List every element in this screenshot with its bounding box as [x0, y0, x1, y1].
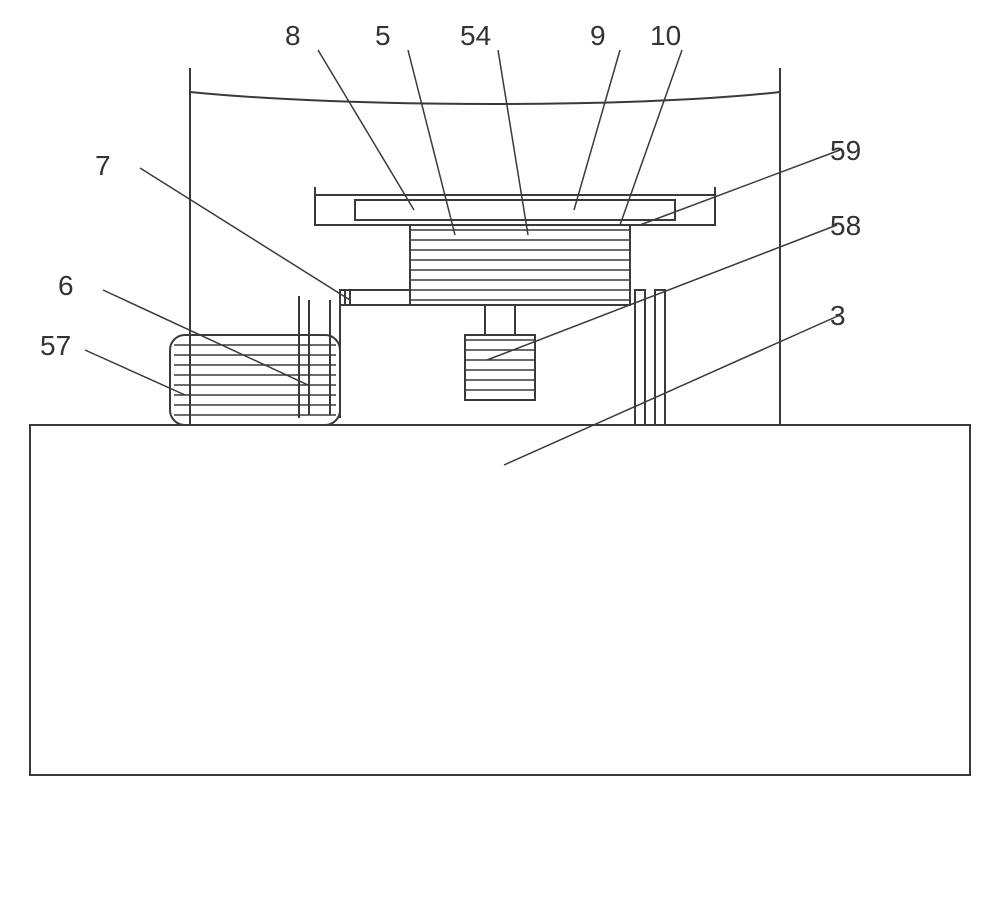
callout-label-9: 9	[590, 20, 606, 52]
callout-label-57: 57	[40, 330, 71, 362]
diagram-canvas: 8 5 54 9 10 7 6 57 59 58 3	[0, 0, 1000, 900]
callout-label-54: 54	[460, 20, 491, 52]
callout-label-58: 58	[830, 210, 861, 242]
callout-label-8: 8	[285, 20, 301, 52]
callout-label-10: 10	[650, 20, 681, 52]
callout-label-6: 6	[58, 270, 74, 302]
callout-label-7: 7	[95, 150, 111, 182]
callout-label-3: 3	[830, 300, 846, 332]
callout-label-5: 5	[375, 20, 391, 52]
callout-label-59: 59	[830, 135, 861, 167]
